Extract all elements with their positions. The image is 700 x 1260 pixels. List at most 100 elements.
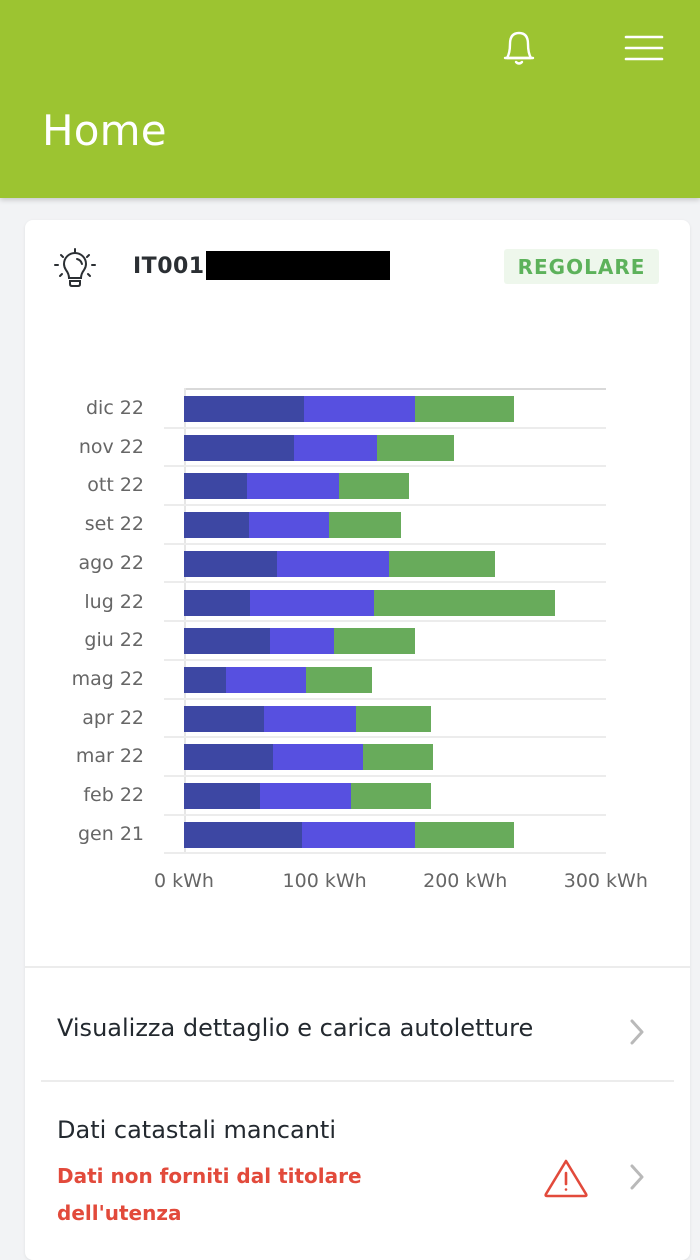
- y-axis-label: set 22: [84, 513, 144, 536]
- chart-row: gen 21: [78, 816, 606, 855]
- menu-button[interactable]: [618, 26, 670, 70]
- bar-segment-f2: [247, 473, 339, 500]
- y-axis-label: lug 22: [84, 590, 144, 613]
- divider: [41, 1080, 674, 1082]
- bar-segment-f1: [184, 783, 260, 809]
- bar-segment-f3: [373, 589, 556, 616]
- bar-segment-f2: [259, 783, 352, 809]
- bar-segment-f3: [355, 705, 432, 732]
- bar-segment-f2: [302, 821, 415, 848]
- bar-segment-f2: [276, 550, 390, 577]
- gridline: [164, 852, 606, 855]
- stacked-bar[interactable]: [184, 628, 415, 655]
- consumption-chart[interactable]: dic 22 nov 22 ott 22 set 22 ago 22 lug 22 giu …: [25, 380, 690, 940]
- page-title: Home: [42, 106, 167, 155]
- bar-segment-f3: [306, 666, 373, 693]
- chart-plot-area: dic 22 nov 22 ott 22 set 22 ago 22 lug 22 giu …: [72, 388, 606, 855]
- stacked-bar[interactable]: [184, 512, 401, 539]
- chart-row: nov 22: [79, 429, 606, 468]
- chart-row: apr 22: [82, 700, 606, 739]
- bar-segment-f3: [351, 783, 432, 809]
- bar-segment-f2: [264, 705, 356, 732]
- bar-segment-f3: [414, 821, 515, 848]
- chart-row: ott 22: [87, 467, 606, 507]
- hamburger-menu-icon: [624, 35, 664, 61]
- bar-segment-f3: [376, 434, 454, 461]
- gridline: [164, 465, 606, 468]
- divider: [25, 966, 690, 968]
- chart-row: giu 22: [84, 622, 606, 661]
- bar-segment-f1: [184, 666, 227, 693]
- y-axis-label: dic 22: [85, 397, 144, 419]
- gridline: [164, 542, 606, 545]
- y-axis-label: giu 22: [84, 629, 144, 652]
- chart-row: ago 22: [78, 545, 606, 584]
- y-axis: [184, 388, 186, 852]
- bar-segment-f1: [184, 434, 294, 461]
- cadastral-warning-text: Dati non forniti dal titolare dell'utenz…: [57, 1164, 362, 1225]
- stacked-bar[interactable]: [184, 666, 373, 693]
- bar-segment-f3: [362, 744, 433, 771]
- bar-segment-f1: [184, 744, 273, 771]
- gridline: [164, 504, 606, 507]
- y-axis-label: ago 22: [78, 551, 144, 574]
- gridline: [164, 813, 606, 816]
- bar-segment-f1: [184, 821, 303, 848]
- x-axis-tick-label: 200 kWh: [423, 870, 508, 892]
- y-axis-label: feb 22: [83, 784, 144, 806]
- supply-header: IT001 REGOLARE: [25, 220, 690, 315]
- notifications-button[interactable]: [495, 24, 543, 72]
- bar-segment-f3: [414, 396, 515, 422]
- stacked-bar[interactable]: [184, 783, 432, 809]
- gridline: [164, 658, 606, 661]
- stacked-bar[interactable]: [184, 589, 556, 616]
- bar-segment-f3: [334, 628, 415, 655]
- status-badge: REGOLARE: [504, 249, 659, 284]
- stacked-bar[interactable]: [184, 434, 454, 461]
- gridline: [164, 426, 606, 429]
- gridline: [164, 620, 606, 623]
- chart-row: lug 22: [84, 584, 606, 623]
- stacked-bar[interactable]: [184, 396, 515, 422]
- cadastral-data-link[interactable]: Dati catastali mancanti Dati non forniti…: [25, 1090, 690, 1260]
- bar-segment-f3: [389, 550, 495, 577]
- y-axis-label: mag 22: [71, 667, 144, 690]
- view-detail-link[interactable]: Visualizza dettaglio e carica autolettur…: [25, 990, 690, 1082]
- stacked-bar[interactable]: [184, 705, 432, 732]
- gridline: [164, 774, 606, 777]
- x-axis-tick-label: 300 kWh: [563, 870, 648, 892]
- chevron-right-icon: [630, 1164, 644, 1190]
- bar-segment-f2: [293, 434, 377, 461]
- bar-segment-f3: [328, 512, 401, 539]
- stacked-bar[interactable]: [184, 473, 409, 500]
- bar-segment-f2: [303, 396, 415, 422]
- bar-segment-f1: [184, 550, 277, 577]
- pod-code: IT001: [133, 254, 205, 279]
- x-axis-tick-label: 0 kWh: [154, 870, 214, 892]
- warning-triangle-icon: [544, 1159, 588, 1198]
- x-axis-labels: 0 kWh 100 kWh 200 kWh 300 kWh: [25, 870, 690, 900]
- bell-icon: [503, 31, 535, 65]
- chart-row: mag 22: [72, 661, 606, 700]
- bar-segment-f1: [184, 589, 251, 616]
- gridline: [164, 581, 606, 584]
- y-axis-label: mar 22: [75, 745, 144, 768]
- chart-row: dic 22: [86, 390, 606, 429]
- chart-row: mar 22: [76, 738, 606, 777]
- bar-segment-f1: [184, 705, 265, 732]
- stacked-bar[interactable]: [184, 821, 515, 848]
- redacted-pod-suffix: [206, 251, 390, 280]
- y-axis-label: gen 21: [77, 822, 144, 845]
- bar-segment-f1: [184, 628, 270, 655]
- gridline: [164, 697, 606, 700]
- bar-segment-f2: [269, 628, 335, 655]
- view-detail-label: Visualizza dettaglio e carica autolettur…: [57, 1014, 534, 1042]
- y-axis-label: apr 22: [82, 706, 144, 729]
- stacked-bar[interactable]: [184, 550, 495, 577]
- bar-segment-f3: [338, 473, 409, 500]
- y-axis-label: nov 22: [78, 435, 144, 458]
- bar-segment-f2: [250, 589, 374, 616]
- stacked-bar[interactable]: [184, 744, 433, 771]
- bar-segment-f2: [272, 744, 363, 771]
- chevron-right-icon: [630, 1019, 644, 1045]
